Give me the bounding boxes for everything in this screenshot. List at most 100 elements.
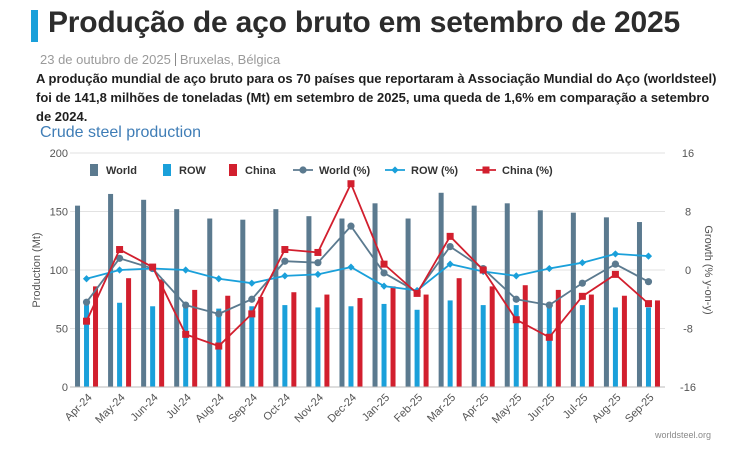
bar-row bbox=[381, 303, 387, 387]
point-row bbox=[182, 266, 190, 274]
point-world bbox=[446, 243, 454, 251]
legend-swatch-row bbox=[163, 164, 171, 176]
legend-marker-world bbox=[299, 166, 307, 174]
bar-row bbox=[579, 305, 585, 387]
bar-world bbox=[438, 192, 444, 387]
bar-row bbox=[414, 309, 420, 387]
bar-china bbox=[489, 286, 495, 387]
bar-china bbox=[159, 279, 165, 387]
point-row bbox=[281, 272, 289, 280]
x-tick-label: Dec-24 bbox=[326, 392, 360, 426]
meta-separator bbox=[174, 53, 176, 66]
bar-china bbox=[258, 296, 264, 387]
bar-world bbox=[75, 205, 81, 387]
bar-row bbox=[249, 306, 255, 387]
bar-row bbox=[315, 307, 321, 387]
point-world bbox=[281, 257, 289, 265]
bar-row bbox=[150, 306, 156, 387]
x-tick-label: May-24 bbox=[93, 392, 127, 426]
x-tick-label: Jan-25 bbox=[360, 392, 392, 424]
bar-row bbox=[447, 300, 453, 387]
bar-china bbox=[621, 295, 627, 387]
y-tick-label: 200 bbox=[50, 148, 68, 160]
y-tick-label: 100 bbox=[50, 265, 68, 277]
point-china bbox=[314, 248, 322, 256]
x-tick-label: Apr-24 bbox=[63, 392, 95, 424]
y-tick-label: 150 bbox=[50, 207, 68, 219]
bar-row bbox=[183, 307, 189, 387]
bar-row bbox=[513, 305, 519, 387]
x-tick-label: Sep-25 bbox=[623, 392, 657, 426]
x-tick-label: Jul-25 bbox=[561, 392, 591, 422]
x-tick-label: Apr-25 bbox=[459, 392, 491, 424]
point-world bbox=[115, 254, 124, 262]
point-world bbox=[578, 279, 586, 287]
y2-axis-title: Growth (% y-on-y) bbox=[702, 225, 714, 314]
point-row bbox=[82, 275, 91, 283]
bar-row bbox=[645, 307, 651, 387]
bar-china bbox=[522, 285, 528, 387]
bar-world bbox=[174, 209, 180, 387]
point-world bbox=[512, 295, 520, 303]
bar-china bbox=[324, 294, 330, 387]
point-row bbox=[215, 275, 223, 283]
y-tick-label: 0 bbox=[62, 382, 68, 394]
bar-world bbox=[537, 210, 543, 387]
point-row bbox=[446, 260, 454, 268]
legend-label-world: World bbox=[106, 165, 137, 177]
bar-china bbox=[588, 294, 594, 387]
point-china bbox=[611, 270, 619, 278]
point-china bbox=[248, 310, 256, 318]
legend-marker-china bbox=[482, 166, 490, 174]
point-china bbox=[116, 246, 124, 254]
bar-world bbox=[471, 205, 477, 387]
point-china bbox=[281, 246, 289, 254]
bar-world bbox=[405, 218, 411, 387]
bar-china bbox=[555, 289, 561, 387]
point-row bbox=[347, 263, 355, 271]
x-tick-label: Jun-25 bbox=[525, 392, 557, 424]
y-tick-label: 50 bbox=[56, 324, 68, 336]
bar-china bbox=[357, 298, 363, 387]
line-row bbox=[86, 253, 649, 292]
y-axis-title: Production (Mt) bbox=[31, 232, 43, 307]
point-china bbox=[644, 300, 652, 308]
point-world bbox=[380, 269, 388, 277]
point-world bbox=[248, 295, 256, 303]
point-china bbox=[83, 317, 91, 325]
point-china bbox=[479, 266, 487, 274]
bar-world bbox=[306, 216, 312, 387]
bar-china bbox=[423, 294, 429, 387]
title-accent-bar bbox=[31, 10, 38, 42]
point-china bbox=[215, 342, 223, 350]
bar-china bbox=[654, 300, 660, 387]
point-world bbox=[215, 310, 223, 318]
point-row bbox=[115, 266, 124, 274]
y2-tick-label: 8 bbox=[685, 207, 691, 219]
x-tick-label: Nov-24 bbox=[292, 392, 326, 426]
bar-world bbox=[273, 209, 279, 387]
bar-row bbox=[480, 305, 486, 387]
point-china bbox=[182, 330, 190, 338]
y2-tick-label: 0 bbox=[685, 265, 691, 277]
y2-tick-label: 16 bbox=[682, 148, 694, 160]
article-lede: A produção mundial de aço bruto para os … bbox=[36, 71, 717, 124]
bar-china bbox=[93, 286, 99, 387]
article-meta: 23 de outubro de 2025 Bruxelas, Bélgica bbox=[40, 52, 280, 67]
legend-label-row: ROW bbox=[179, 165, 207, 177]
x-tick-label: Jul-24 bbox=[164, 392, 194, 422]
bar-world bbox=[339, 218, 345, 387]
bar-row bbox=[117, 302, 123, 387]
bar-row bbox=[546, 307, 552, 387]
bar-row bbox=[612, 307, 618, 387]
x-tick-label: Jun-24 bbox=[128, 392, 160, 424]
point-world bbox=[347, 222, 355, 230]
point-china bbox=[512, 316, 520, 324]
point-world bbox=[182, 301, 190, 309]
point-row bbox=[512, 272, 520, 280]
bar-world bbox=[141, 199, 147, 387]
point-row bbox=[380, 282, 388, 290]
legend-label-row: ROW (%) bbox=[411, 165, 458, 177]
chart-title: Crude steel production bbox=[40, 124, 201, 141]
